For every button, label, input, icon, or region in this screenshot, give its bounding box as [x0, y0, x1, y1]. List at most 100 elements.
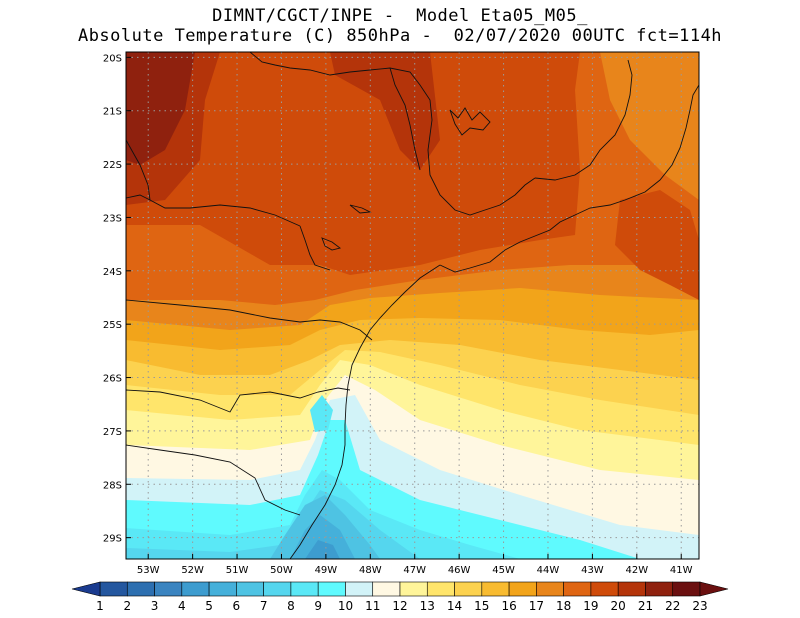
colorbar-label: 7	[260, 599, 268, 613]
reservoir	[449, 107, 491, 136]
colorbar-swatch	[508, 581, 537, 597]
state-border	[126, 299, 373, 341]
state-border	[299, 225, 331, 271]
colorbar-label: 1	[96, 599, 104, 613]
colorbar-label: 2	[123, 599, 131, 613]
colorbar-label: 20	[611, 599, 626, 613]
band-18-northeast	[600, 52, 699, 200]
map-subtitle: Absolute Temperature (C) 850hPa - 02/07/…	[77, 26, 723, 46]
colorbar-swatch	[290, 581, 319, 597]
reservoir	[321, 237, 342, 251]
band-9-inland	[310, 395, 333, 432]
colorbar-swatch	[236, 581, 264, 597]
lon-tick-label: 41W	[670, 565, 693, 576]
lat-tick-label: 29S	[103, 534, 122, 545]
colorbar-label: 11	[365, 599, 380, 613]
colorbar-label: 22	[665, 599, 680, 613]
colorbar-swatch	[672, 581, 701, 597]
band-22-west	[126, 52, 195, 165]
lat-tick-label: 27S	[103, 427, 122, 438]
band-6	[290, 515, 355, 559]
lon-tick-label: 42W	[626, 565, 649, 576]
colorbar-label: 21	[638, 599, 653, 613]
colorbar-swatch	[317, 581, 346, 597]
coastline	[439, 84, 699, 273]
colorbar-label: 8	[287, 599, 295, 613]
colorbar-label: 18	[556, 599, 571, 613]
band-20-east	[615, 190, 699, 300]
colorbar-label: 15	[474, 599, 489, 613]
band-5	[305, 540, 340, 559]
colorbar-max-arrow	[699, 581, 729, 597]
colorbar-label: 5	[205, 599, 213, 613]
colorbar-label: 10	[338, 599, 353, 613]
lon-tick-label: 50W	[270, 565, 293, 576]
colorbar-label: 12	[392, 599, 407, 613]
lon-tick-label: 46W	[448, 565, 471, 576]
state-border	[249, 52, 536, 216]
state-border	[534, 59, 633, 181]
colorbar-swatch	[181, 581, 210, 597]
temperature-field	[126, 52, 699, 559]
colorbar-swatch	[99, 581, 128, 597]
coastline-and-borders	[126, 52, 699, 559]
lon-tick-label: 44W	[537, 565, 560, 576]
state-border	[126, 194, 301, 227]
map-frame	[125, 51, 700, 560]
colorbar-swatch	[372, 581, 401, 597]
lat-tick-label: 24S	[103, 267, 122, 278]
colorbar-label: 23	[692, 599, 707, 613]
lat-tick-label: 23S	[103, 213, 122, 224]
colorbar-swatch	[126, 581, 155, 597]
lon-tick-label: 53W	[137, 565, 160, 576]
state-border	[126, 52, 151, 201]
colorbar-label: 4	[178, 599, 186, 613]
colorbar-label: 3	[151, 599, 159, 613]
band-10	[126, 420, 640, 559]
reservoir	[349, 204, 372, 214]
lat-tick-label: 20S	[103, 53, 122, 64]
lon-tick-label: 49W	[315, 565, 338, 576]
lat-tick-label: 26S	[103, 374, 122, 385]
lon-tick-label: 48W	[359, 565, 382, 576]
state-border	[389, 67, 421, 171]
colorbar-label: 16	[501, 599, 516, 613]
longitude-labels: 53W 52W 51W 50W 49W 48W 47W 46W 45W 44W 43W 42W 41W	[137, 554, 693, 576]
colorbar-swatch	[454, 581, 483, 597]
colorbar-label: 19	[583, 599, 598, 613]
lon-tick-label: 52W	[181, 565, 204, 576]
lon-tick-label: 51W	[226, 565, 249, 576]
lat-lon-grid	[126, 52, 699, 559]
colorbar-swatch	[617, 581, 646, 597]
lat-tick-label: 21S	[103, 107, 122, 118]
state-border	[126, 387, 351, 413]
colorbar-swatch	[590, 581, 619, 597]
colorbar-swatch	[563, 581, 592, 597]
colorbar-label: 9	[314, 599, 322, 613]
colorbar-label: 14	[447, 599, 462, 613]
colorbar-swatch	[426, 581, 455, 597]
colorbar-label: 13	[420, 599, 435, 613]
colorbar-swatch	[399, 581, 428, 597]
state-border	[126, 444, 301, 516]
lat-tick-label: 22S	[103, 160, 122, 171]
colorbar: 1 2 3 4 5 6 7 8 9 10 11 12 13 14 15 16 17 18 19 20 21 22 23	[71, 581, 729, 613]
map-title: DIMNT/CGCT/INPE - Model Eta05_M05_	[212, 6, 588, 26]
colorbar-swatch	[154, 581, 183, 597]
colorbar-swatch	[208, 581, 237, 597]
lon-tick-label: 45W	[492, 565, 515, 576]
coastline	[289, 264, 441, 559]
colorbar-swatch	[263, 581, 292, 597]
lat-tick-label: 28S	[103, 480, 122, 491]
lat-tick-label: 25S	[103, 320, 122, 331]
latitude-labels: 20S 21S 22S 23S 24S 25S 26S 27S 28S 29S	[103, 53, 131, 545]
colorbar-swatch	[481, 581, 510, 597]
colorbar-swatch	[345, 581, 374, 597]
colorbar-swatch	[645, 581, 674, 597]
colorbar-swatch	[536, 581, 564, 597]
colorbar-label: 17	[529, 599, 544, 613]
colorbar-label: 6	[233, 599, 241, 613]
lon-tick-label: 47W	[403, 565, 426, 576]
colorbar-min-arrow	[71, 581, 101, 597]
